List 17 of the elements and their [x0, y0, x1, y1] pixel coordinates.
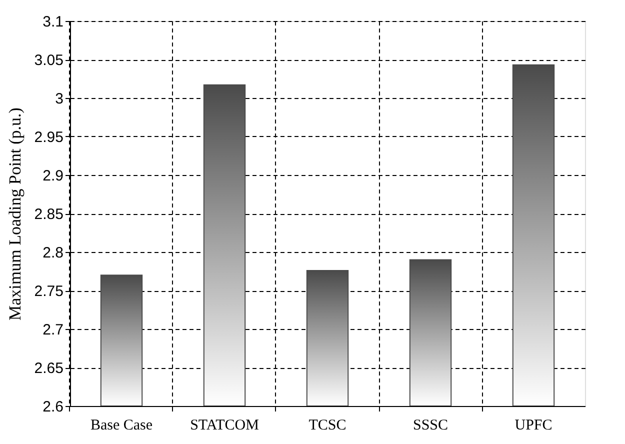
- y-tick-label: 2.65: [34, 360, 64, 377]
- y-tick-label: 2.8: [42, 244, 64, 262]
- y-tick-label: 2.95: [34, 129, 64, 146]
- x-tick-label: SSSC: [412, 418, 448, 434]
- y-tick-label: 2.85: [34, 206, 64, 223]
- y-tick-label: 3: [55, 90, 64, 108]
- y-tick-label: 3.1: [42, 14, 64, 30]
- y-tick-label: 2.6: [42, 398, 64, 416]
- y-tick-label: 2.9: [42, 168, 64, 184]
- x-tick-label: STATCOM: [190, 418, 259, 434]
- y-tick-label: 2.75: [34, 283, 64, 300]
- y-tick-label: 2.7: [42, 322, 64, 338]
- y-axis-title: Maximum Loading Point (p.u.): [5, 108, 24, 320]
- y-tick-label: 3.05: [34, 52, 64, 69]
- x-tick-label: Base Case: [90, 418, 153, 434]
- x-tick-label: UPFC: [514, 418, 552, 434]
- x-tick-label: TCSC: [308, 418, 346, 434]
